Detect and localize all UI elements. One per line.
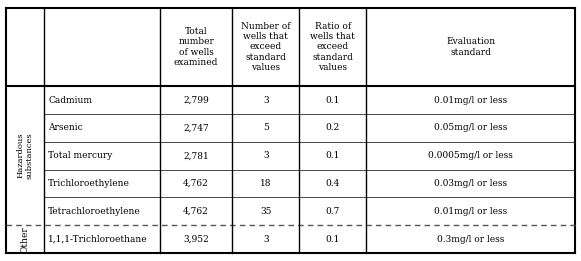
Text: 4,762: 4,762 — [183, 207, 209, 216]
Text: 0.7: 0.7 — [325, 207, 340, 216]
Text: 4,762: 4,762 — [183, 179, 209, 188]
Text: 0.01mg/l or less: 0.01mg/l or less — [434, 207, 507, 216]
Text: 0.1: 0.1 — [325, 96, 340, 105]
Text: Arsenic: Arsenic — [48, 123, 83, 132]
Text: Trichloroethylene: Trichloroethylene — [48, 179, 130, 188]
Text: Evaluation
standard: Evaluation standard — [446, 37, 495, 57]
Text: 0.03mg/l or less: 0.03mg/l or less — [434, 179, 507, 188]
Text: 35: 35 — [260, 207, 271, 216]
Text: 0.0005mg/l or less: 0.0005mg/l or less — [428, 151, 513, 160]
Text: Number of
wells that
exceed
standard
values: Number of wells that exceed standard val… — [241, 22, 290, 72]
Text: Other: Other — [20, 226, 29, 253]
Text: 0.01mg/l or less: 0.01mg/l or less — [434, 96, 507, 105]
Text: 0.1: 0.1 — [325, 235, 340, 244]
Text: 0.3mg/l or less: 0.3mg/l or less — [437, 235, 504, 244]
Text: 2,747: 2,747 — [183, 123, 209, 132]
Text: Total mercury: Total mercury — [48, 151, 113, 160]
Text: 3: 3 — [263, 96, 268, 105]
Text: Ratio of
wells that
exceed
standard
values: Ratio of wells that exceed standard valu… — [310, 22, 355, 72]
Text: 2,799: 2,799 — [183, 96, 209, 105]
Text: 0.2: 0.2 — [325, 123, 340, 132]
Text: 3: 3 — [263, 235, 268, 244]
Text: 18: 18 — [260, 179, 271, 188]
Text: Cadmium: Cadmium — [48, 96, 92, 105]
Text: 0.05mg/l or less: 0.05mg/l or less — [434, 123, 507, 132]
Text: 3: 3 — [263, 151, 268, 160]
Text: Hazardous
substances: Hazardous substances — [16, 132, 33, 179]
Text: 0.1: 0.1 — [325, 151, 340, 160]
Text: 2,781: 2,781 — [183, 151, 209, 160]
Text: Total
number
of wells
examined: Total number of wells examined — [174, 27, 218, 67]
Text: 3,952: 3,952 — [183, 235, 209, 244]
Text: 5: 5 — [263, 123, 269, 132]
Text: Tetrachloroethylene: Tetrachloroethylene — [48, 207, 141, 216]
Text: 0.4: 0.4 — [325, 179, 340, 188]
Text: 1,1,1-Trichloroethane: 1,1,1-Trichloroethane — [48, 235, 148, 244]
